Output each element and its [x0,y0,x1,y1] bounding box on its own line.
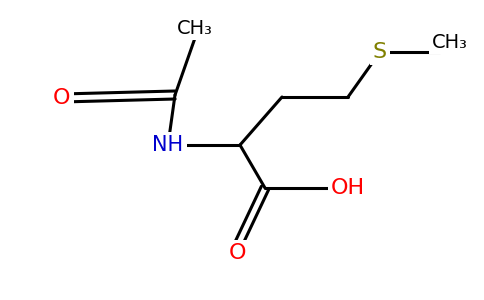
Text: CH₃: CH₃ [432,32,468,52]
Text: O: O [229,243,247,263]
Text: O: O [53,88,71,108]
Text: OH: OH [331,178,365,198]
Text: NH: NH [152,135,183,155]
Text: S: S [373,42,387,62]
Text: CH₃: CH₃ [177,19,213,38]
